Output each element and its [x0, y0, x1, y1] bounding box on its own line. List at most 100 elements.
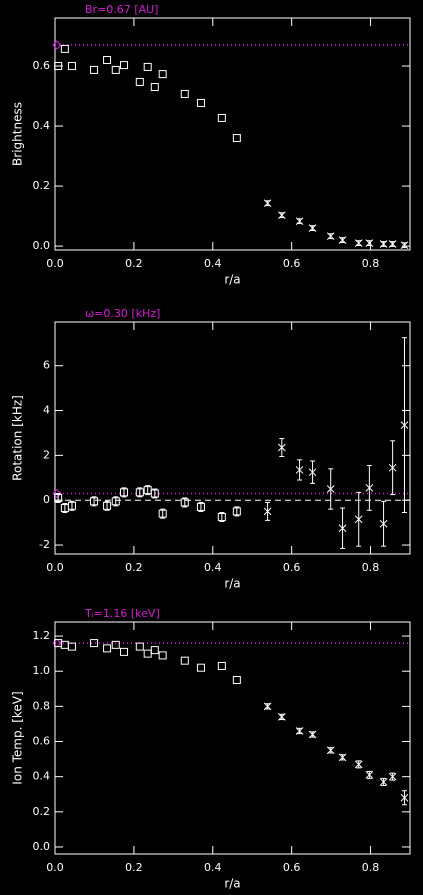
square-marker	[103, 56, 112, 65]
y-tick-label: -2	[39, 538, 50, 551]
x-tick-label: 0.8	[362, 257, 380, 270]
square-marker	[143, 62, 152, 71]
cross-marker	[308, 468, 317, 477]
cross-marker	[263, 199, 272, 208]
reference-marker	[52, 40, 62, 50]
square-marker	[60, 44, 69, 53]
x-tick-label: 0.4	[204, 861, 222, 874]
x-tick-label: 0.8	[362, 861, 380, 874]
square-marker	[180, 89, 189, 98]
cross-marker	[308, 224, 317, 232]
plot-frame	[54, 17, 411, 251]
x-axis-label: r/a	[224, 273, 240, 287]
x-tick-label: 0.6	[283, 561, 301, 574]
square-marker	[54, 493, 63, 502]
y-axis-label: Brightness	[11, 102, 25, 166]
cross-marker	[354, 760, 363, 769]
cross-marker	[263, 702, 272, 711]
square-marker	[90, 65, 99, 74]
x-axis-label: r/a	[224, 577, 240, 591]
square-marker	[67, 62, 76, 71]
x-tick-label: 0.2	[125, 561, 143, 574]
cross-marker	[326, 232, 335, 241]
x-tick-label: 0.8	[362, 561, 380, 574]
x-tick-label: 0.6	[283, 861, 301, 874]
square-marker	[90, 639, 99, 648]
square-marker	[196, 98, 205, 107]
cross-marker	[388, 240, 397, 248]
y-tick-label: 1.0	[33, 664, 51, 677]
square-marker	[111, 65, 120, 74]
y-tick-label: 4	[43, 404, 50, 417]
square-marker	[158, 70, 167, 79]
cross-marker	[400, 241, 409, 250]
cross-marker	[326, 746, 335, 755]
cross-marker	[354, 239, 363, 247]
x-tick-label: 0.0	[46, 257, 64, 270]
x-tick-label: 0.2	[125, 861, 143, 874]
square-marker	[120, 488, 129, 497]
cross-marker	[263, 507, 272, 516]
square-marker	[196, 663, 205, 672]
x-tick-label: 0.4	[204, 257, 222, 270]
square-marker	[135, 642, 144, 651]
cross-marker	[308, 730, 317, 739]
cross-marker	[326, 485, 335, 493]
cross-marker	[388, 463, 397, 472]
square-marker	[150, 646, 159, 655]
cross-marker	[379, 240, 388, 248]
square-marker	[135, 77, 144, 86]
x-tick-label: 0.4	[204, 561, 222, 574]
cross-marker	[379, 778, 388, 786]
reference-marker	[52, 488, 62, 499]
cross-marker	[379, 519, 388, 528]
square-marker	[158, 651, 167, 660]
square-marker	[158, 509, 167, 518]
square-marker	[217, 113, 226, 122]
y-tick-label: 0.8	[33, 699, 51, 712]
y-tick-label: 0.0	[33, 840, 51, 853]
cross-marker	[365, 239, 374, 247]
square-marker	[217, 661, 226, 670]
square-marker	[120, 647, 129, 656]
square-marker	[217, 513, 226, 522]
y-tick-label: 0.6	[33, 735, 51, 748]
x-axis-label: r/a	[224, 877, 240, 891]
square-marker	[135, 488, 144, 497]
square-marker	[143, 649, 152, 658]
cross-marker	[295, 217, 304, 226]
cross-marker	[277, 713, 286, 721]
cross-marker	[354, 515, 363, 524]
y-tick-label: 2	[43, 448, 50, 461]
square-marker	[67, 642, 76, 651]
square-marker	[111, 640, 120, 649]
y-axis-label: Rotation [kHz]	[11, 395, 25, 481]
x-tick-label: 0.0	[46, 561, 64, 574]
square-marker	[111, 497, 120, 506]
square-marker	[103, 501, 112, 510]
chart-title: Br=0.67 [AU]	[85, 3, 158, 16]
x-tick-label: 0.6	[283, 257, 301, 270]
y-tick-label: 0.0	[33, 239, 51, 252]
y-tick-label: 0.2	[33, 179, 51, 192]
cross-marker	[295, 727, 304, 735]
y-tick-label: 0	[43, 493, 50, 506]
square-marker	[232, 507, 241, 516]
cross-marker	[277, 211, 286, 220]
chart-title: Tᵢ=1.16 [keV]	[84, 607, 160, 620]
cross-marker	[295, 466, 304, 474]
y-tick-label: 0.4	[33, 119, 51, 132]
square-marker	[103, 644, 112, 653]
chart-title: ω=0.30 [kHz]	[85, 307, 160, 320]
cross-marker	[277, 443, 286, 452]
square-marker	[120, 61, 129, 70]
y-tick-label: 0.6	[33, 59, 51, 72]
x-tick-label: 0.0	[46, 861, 64, 874]
cross-marker	[388, 772, 397, 781]
square-marker	[150, 489, 159, 498]
square-marker	[90, 497, 99, 506]
plot-frame	[54, 621, 411, 855]
plot-frame	[54, 321, 411, 555]
y-tick-label: 0.2	[33, 805, 51, 818]
